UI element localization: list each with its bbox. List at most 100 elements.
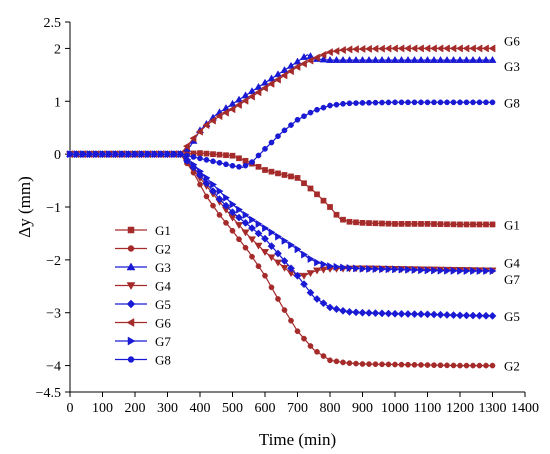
data-point [202, 179, 211, 188]
data-point [280, 256, 289, 265]
data-point [411, 265, 419, 275]
data-point [372, 99, 379, 106]
data-point [392, 221, 398, 227]
data-point [190, 154, 197, 160]
data-point [262, 224, 270, 233]
data-point [411, 361, 418, 368]
data-point [313, 295, 321, 303]
data-point [483, 99, 489, 106]
data-point [455, 55, 465, 63]
data-point [236, 163, 242, 170]
data-point [468, 44, 476, 53]
data-point [294, 175, 301, 181]
data-point [307, 185, 314, 192]
data-point [340, 216, 346, 223]
data-point [333, 101, 340, 108]
data-point [319, 299, 328, 308]
legend-item-g5: G5 [115, 297, 171, 312]
data-point [417, 310, 425, 319]
data-point [229, 162, 236, 169]
data-point [418, 362, 424, 368]
x-axis-title: Time (min) [259, 430, 336, 449]
data-point [247, 92, 255, 101]
data-point [306, 288, 315, 297]
data-point [391, 309, 399, 318]
data-point [314, 191, 320, 198]
data-point [275, 133, 281, 140]
data-point [319, 50, 327, 59]
data-point [299, 59, 307, 68]
data-point [210, 151, 216, 157]
data-point [398, 221, 405, 227]
data-point [398, 265, 406, 274]
x-tick-label: 700 [287, 401, 308, 416]
y-tick-label: 0 [54, 148, 61, 163]
data-point [314, 106, 320, 113]
end-label-g7: G7 [504, 272, 520, 287]
data-point [385, 265, 393, 274]
data-point [340, 263, 348, 272]
data-point [208, 116, 216, 125]
data-point [293, 62, 301, 71]
data-point [410, 55, 419, 63]
data-point [372, 220, 379, 227]
y-axis-title: Δy (mm) [15, 176, 34, 237]
data-point [197, 150, 203, 156]
data-point [236, 236, 242, 243]
data-point [442, 55, 452, 63]
data-point [242, 210, 250, 219]
data-point [352, 308, 360, 317]
data-point [377, 44, 385, 53]
data-point [164, 151, 171, 157]
data-point [221, 108, 229, 117]
data-point [280, 71, 288, 80]
data-point [236, 155, 242, 162]
data-point [483, 266, 491, 275]
data-point [222, 201, 230, 210]
data-point [301, 335, 307, 342]
legend-item-g8: G8 [115, 353, 171, 368]
data-point [358, 55, 367, 63]
x-tick-label: 500 [222, 401, 243, 416]
data-point [327, 102, 333, 109]
data-point [281, 307, 288, 313]
end-label-g3: G3 [504, 59, 520, 74]
data-point [138, 151, 145, 157]
data-point [457, 99, 463, 106]
data-point [366, 220, 372, 226]
data-point [444, 99, 450, 106]
data-point [456, 311, 464, 320]
data-point [437, 362, 444, 369]
data-point [443, 310, 451, 319]
data-point [260, 249, 270, 257]
data-point [300, 280, 308, 289]
data-point [353, 100, 359, 106]
data-point [242, 157, 249, 164]
data-point [378, 309, 386, 318]
data-point [436, 44, 444, 53]
data-point [444, 362, 450, 369]
x-tick-label: 1200 [446, 401, 474, 416]
legend-marker [126, 282, 136, 291]
data-point [215, 112, 223, 121]
data-point [255, 219, 263, 228]
legend-marker [127, 336, 136, 346]
data-point [307, 109, 314, 116]
y-tick-label: −4.5 [36, 386, 61, 401]
data-point [242, 244, 249, 251]
data-point [397, 309, 406, 318]
data-point [319, 266, 328, 274]
data-point [286, 61, 296, 69]
data-point [489, 221, 496, 228]
data-point [325, 48, 333, 57]
data-point [241, 91, 250, 99]
data-point [444, 266, 452, 275]
data-point [489, 266, 497, 275]
series-end-labels: G1 G2 G3 G4 G5 G6 G7 G8 [504, 33, 520, 373]
data-point [294, 245, 302, 254]
data-point [319, 55, 328, 63]
data-point [273, 75, 281, 84]
legend: G1 G2 G3 G4 G5 G6 G7 G8 [115, 223, 171, 368]
data-point [228, 105, 236, 114]
